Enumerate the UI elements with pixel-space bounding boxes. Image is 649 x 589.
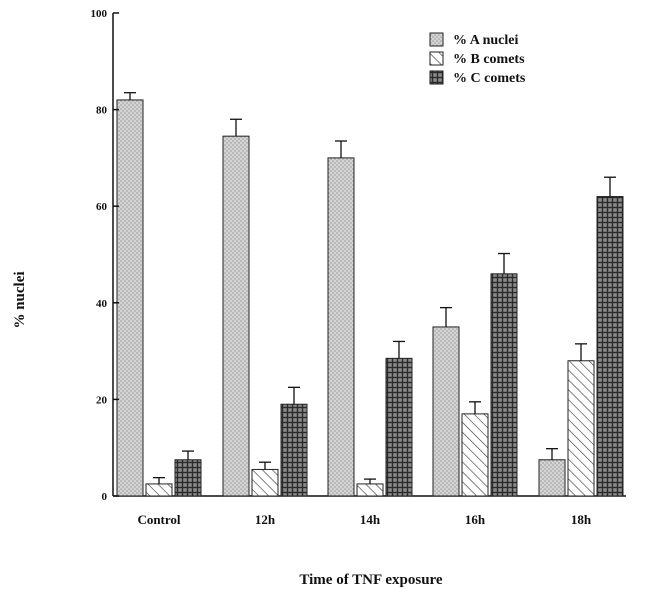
y-tick-label: 80	[96, 105, 108, 117]
bar	[116, 99, 144, 497]
bar	[596, 196, 624, 497]
bar	[538, 459, 566, 497]
y-axis-label: % nuclei	[12, 271, 28, 328]
bar	[251, 468, 279, 497]
x-tick-label: 18h	[571, 512, 592, 527]
axes	[112, 13, 626, 497]
bar	[432, 326, 460, 497]
legend-label: % B comets	[453, 52, 525, 67]
error-bars	[124, 92, 616, 484]
y-tick-labels: 0 20 40 60 80 100	[91, 8, 119, 503]
legend-label: % C comets	[453, 71, 526, 86]
bar	[327, 157, 355, 497]
bars	[116, 99, 624, 497]
bar	[222, 135, 250, 497]
bar	[145, 483, 173, 497]
y-tick-label: 60	[96, 201, 108, 213]
y-tick-label: 20	[96, 394, 108, 406]
legend-label: % A nuclei	[453, 33, 518, 48]
bar	[567, 360, 595, 497]
y-tick-label: 40	[96, 298, 108, 310]
x-tick-label: Control	[137, 512, 180, 527]
x-axis-label: Time of TNF exposure	[299, 572, 443, 588]
x-tick-label: 14h	[360, 512, 381, 527]
bar	[356, 483, 384, 497]
x-tick-label: 16h	[465, 512, 486, 527]
legend-swatch	[429, 70, 444, 85]
legend-swatch	[429, 51, 444, 66]
y-tick-label: 0	[102, 491, 108, 503]
bar	[461, 413, 489, 497]
x-tick-label: 12h	[255, 512, 276, 527]
bar	[174, 459, 202, 497]
bar	[490, 273, 518, 497]
x-tick-labels: Control 12h 14h 16h 18h	[137, 512, 591, 527]
y-tick-label: 100	[91, 8, 108, 20]
bar	[280, 403, 308, 497]
legend-swatch	[429, 32, 444, 47]
bar	[385, 357, 413, 497]
legend: % A nuclei % B comets % C comets	[429, 32, 526, 86]
